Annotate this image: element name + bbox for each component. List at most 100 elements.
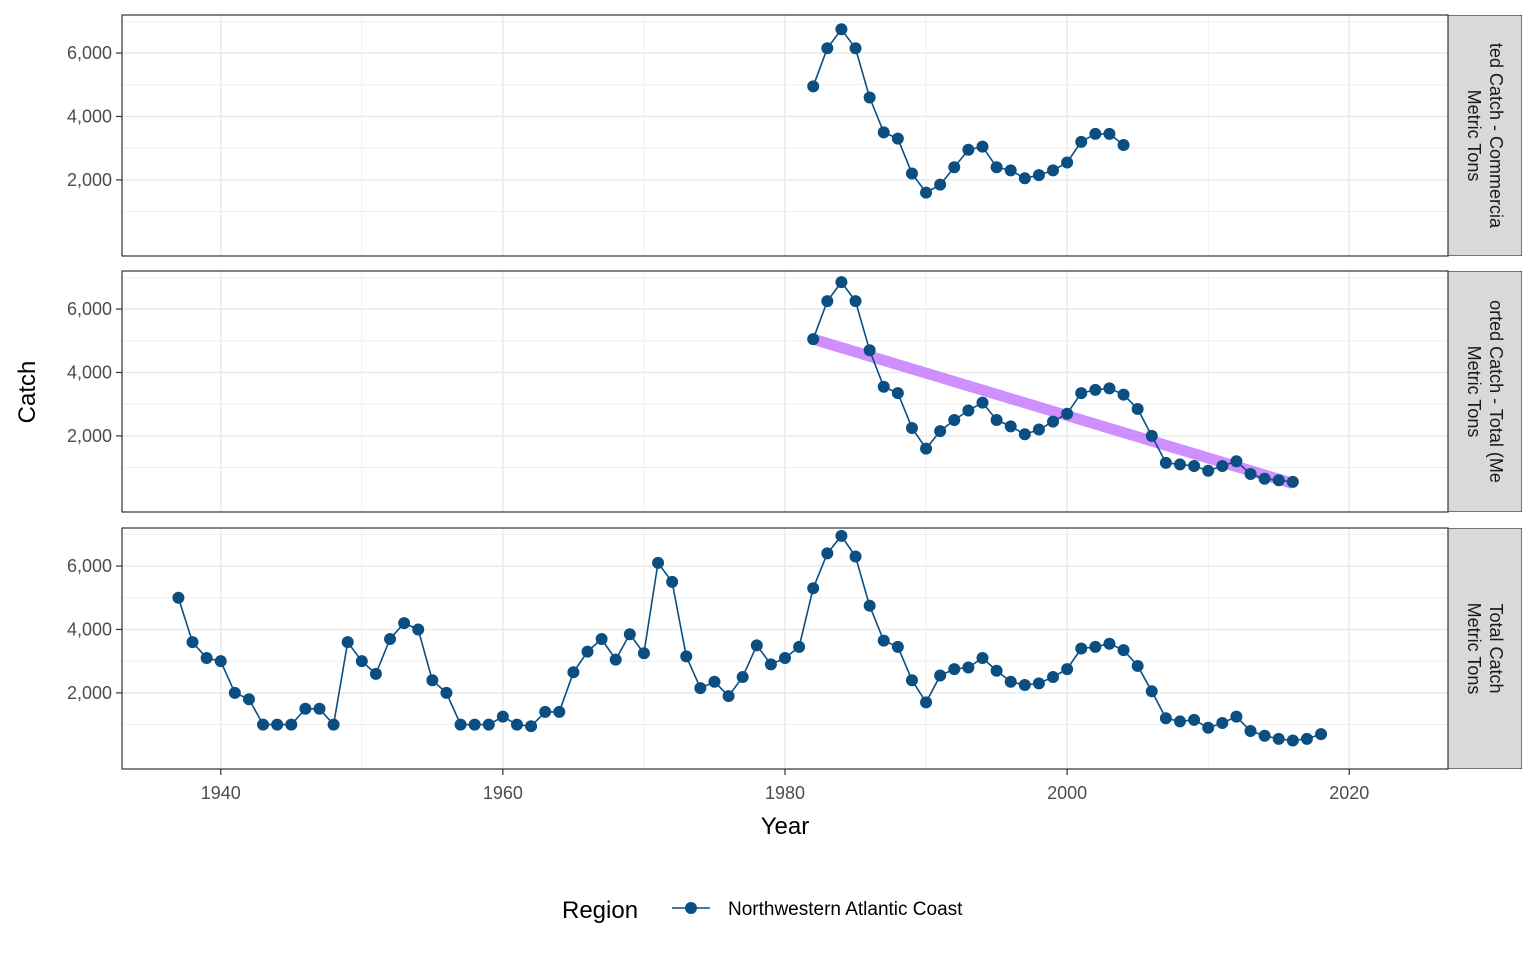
data-point: [1188, 460, 1201, 473]
data-point: [510, 718, 523, 731]
trend-line: [811, 333, 1295, 489]
data-point: [1131, 402, 1144, 415]
data-point: [313, 702, 326, 715]
data-point: [327, 718, 340, 731]
data-point: [1032, 423, 1045, 436]
data-point: [482, 718, 495, 731]
data-point: [1244, 724, 1257, 737]
data-point: [694, 682, 707, 695]
data-point: [722, 690, 735, 703]
data-point: [228, 686, 241, 699]
data-point: [1286, 734, 1299, 747]
data-point: [1258, 472, 1271, 485]
y-tick-label: 4,000: [67, 619, 112, 639]
strip-label-line-1: ted Catch - Commercia: [1486, 43, 1506, 229]
data-point: [242, 693, 255, 706]
data-point: [1089, 640, 1102, 653]
data-point: [1202, 721, 1215, 734]
data-point: [1131, 659, 1144, 672]
data-point: [934, 178, 947, 191]
x-tick-label: 1980: [765, 783, 805, 803]
data-point: [863, 344, 876, 357]
data-point: [1103, 382, 1116, 395]
data-point: [398, 617, 411, 630]
data-point: [1089, 127, 1102, 140]
data-point: [821, 42, 834, 55]
data-point: [920, 186, 933, 199]
strip-label-line-1: Total Catch: [1486, 603, 1506, 693]
data-point: [1018, 428, 1031, 441]
data-point: [905, 674, 918, 687]
data-point: [948, 161, 961, 174]
data-point: [666, 575, 679, 588]
y-tick-label: 6,000: [67, 43, 112, 63]
y-tick-label: 6,000: [67, 299, 112, 319]
data-point: [821, 547, 834, 560]
y-tick-label: 2,000: [67, 170, 112, 190]
data-point: [172, 591, 185, 604]
data-point: [1032, 677, 1045, 690]
data-point: [285, 718, 298, 731]
data-point: [877, 380, 890, 393]
strip-label-line-2: Metric Tons: [1464, 346, 1484, 438]
data-point: [990, 414, 1003, 427]
data-point: [934, 669, 947, 682]
data-point: [412, 623, 425, 636]
data-point: [891, 640, 904, 653]
data-point: [849, 42, 862, 55]
data-point: [271, 718, 284, 731]
data-point: [214, 655, 227, 668]
data-point: [779, 652, 791, 665]
strip-background: [1448, 15, 1522, 256]
data-point: [1272, 732, 1285, 745]
x-tick-label: 2020: [1329, 783, 1369, 803]
data-point: [807, 582, 820, 595]
data-point: [863, 599, 876, 612]
data-point: [962, 143, 975, 156]
data-point: [496, 710, 509, 723]
data-point: [920, 696, 933, 709]
data-point: [1216, 717, 1229, 730]
data-point: [793, 640, 806, 653]
data-point: [355, 655, 368, 668]
data-point: [1047, 164, 1060, 177]
data-point: [1272, 474, 1285, 487]
panel-2: 2,000 4,000 6,000 orted Catch - Total (MeMe…: [67, 270, 1522, 513]
data-point: [637, 647, 650, 660]
x-tick-label: 2000: [1047, 783, 1087, 803]
data-point: [990, 161, 1003, 174]
data-point: [708, 675, 721, 688]
data-point: [609, 653, 622, 666]
data-point: [1117, 388, 1130, 401]
data-point: [750, 639, 763, 652]
strip-label-line-1: orted Catch - Total (Me: [1486, 300, 1506, 483]
data-point: [384, 632, 397, 645]
data-point: [891, 132, 904, 145]
data-point: [1089, 383, 1102, 396]
data-point: [341, 636, 354, 649]
data-point: [891, 387, 904, 400]
data-point: [976, 652, 989, 665]
data-point: [920, 442, 933, 455]
data-point: [877, 126, 890, 139]
data-point: [1244, 467, 1257, 480]
data-point: [905, 421, 918, 434]
data-point: [835, 529, 848, 542]
data-point: [567, 666, 580, 679]
data-point: [1061, 156, 1074, 169]
data-point: [807, 80, 820, 93]
panel-1: 2,000 4,000 6,000 ted Catch - CommerciaMetr…: [67, 14, 1522, 257]
data-point: [1018, 172, 1031, 185]
data-point: [1258, 729, 1271, 742]
strip-label-line-2: Metric Tons: [1464, 90, 1484, 182]
data-point: [553, 705, 566, 718]
data-point: [1159, 456, 1172, 469]
data-point: [990, 664, 1003, 677]
data-point: [1075, 642, 1088, 655]
data-point: [680, 650, 693, 663]
strip-label-line-2: Metric Tons: [1464, 603, 1484, 695]
data-point: [1315, 728, 1328, 741]
